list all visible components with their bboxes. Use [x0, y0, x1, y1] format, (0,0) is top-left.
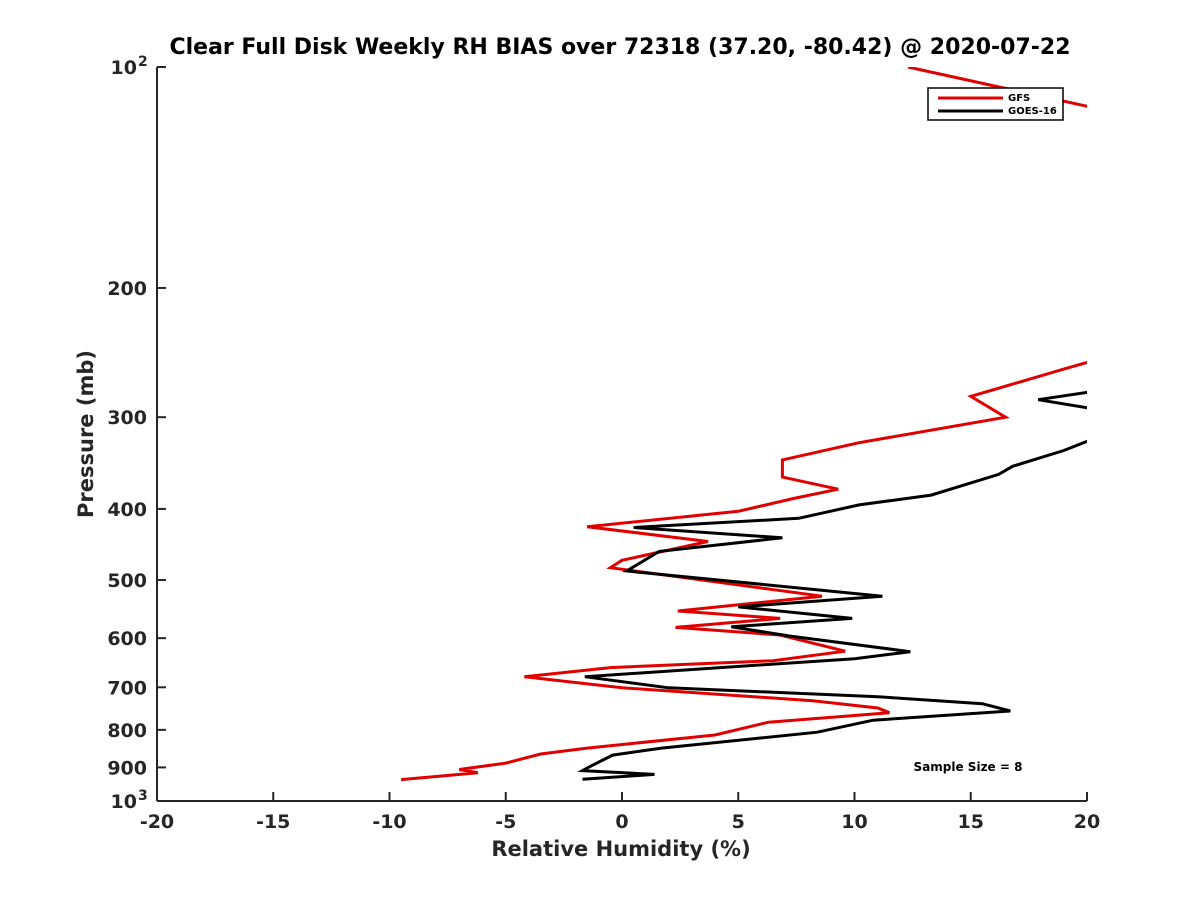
- y-tick-label: 700: [107, 677, 147, 699]
- y-tick-exponent: 3: [138, 788, 148, 804]
- chart-title: Clear Full Disk Weekly RH BIAS over 7231…: [169, 35, 1070, 60]
- x-tick-label: 10: [841, 811, 867, 833]
- y-axis-title: Pressure (mb): [74, 350, 98, 518]
- y-tick-label: 900: [107, 757, 147, 779]
- series-line-gfs: [400, 67, 1087, 782]
- x-tick-label: 20: [1074, 811, 1100, 833]
- y-tick-exponent: 2: [138, 54, 148, 70]
- series-layer: [400, 67, 1087, 782]
- legend: GFS GOES-16: [927, 87, 1064, 121]
- x-axis-title: Relative Humidity (%): [491, 837, 750, 861]
- y-tick-label: 800: [107, 720, 147, 742]
- legend-box: [927, 87, 1064, 121]
- x-tick-label: -20: [140, 811, 174, 833]
- y-tick-label: 10: [111, 57, 137, 79]
- x-tick-label: 15: [958, 811, 984, 833]
- y-tick-label: 200: [107, 278, 147, 300]
- x-tick-label: -5: [495, 811, 516, 833]
- y-tick-label: 300: [107, 407, 147, 429]
- series-line-goes16: [577, 390, 1087, 781]
- x-tick-label: 0: [615, 811, 628, 833]
- x-axis-ticks: -20 -15 -10 -5 0 5 10 15 20: [140, 792, 1100, 833]
- x-tick-label: -15: [256, 811, 290, 833]
- y-tick-label: 600: [107, 628, 147, 650]
- legend-label-gfs: GFS: [1008, 93, 1030, 104]
- x-tick-label: 5: [732, 811, 745, 833]
- y-tick-label: 400: [107, 499, 147, 521]
- sample-size-annotation: Sample Size = 8: [914, 760, 1023, 774]
- x-tick-label: -10: [372, 811, 406, 833]
- legend-label-goes16: GOES-16: [1008, 106, 1057, 117]
- y-tick-label: 10: [111, 791, 137, 813]
- y-tick-label: 500: [107, 570, 147, 592]
